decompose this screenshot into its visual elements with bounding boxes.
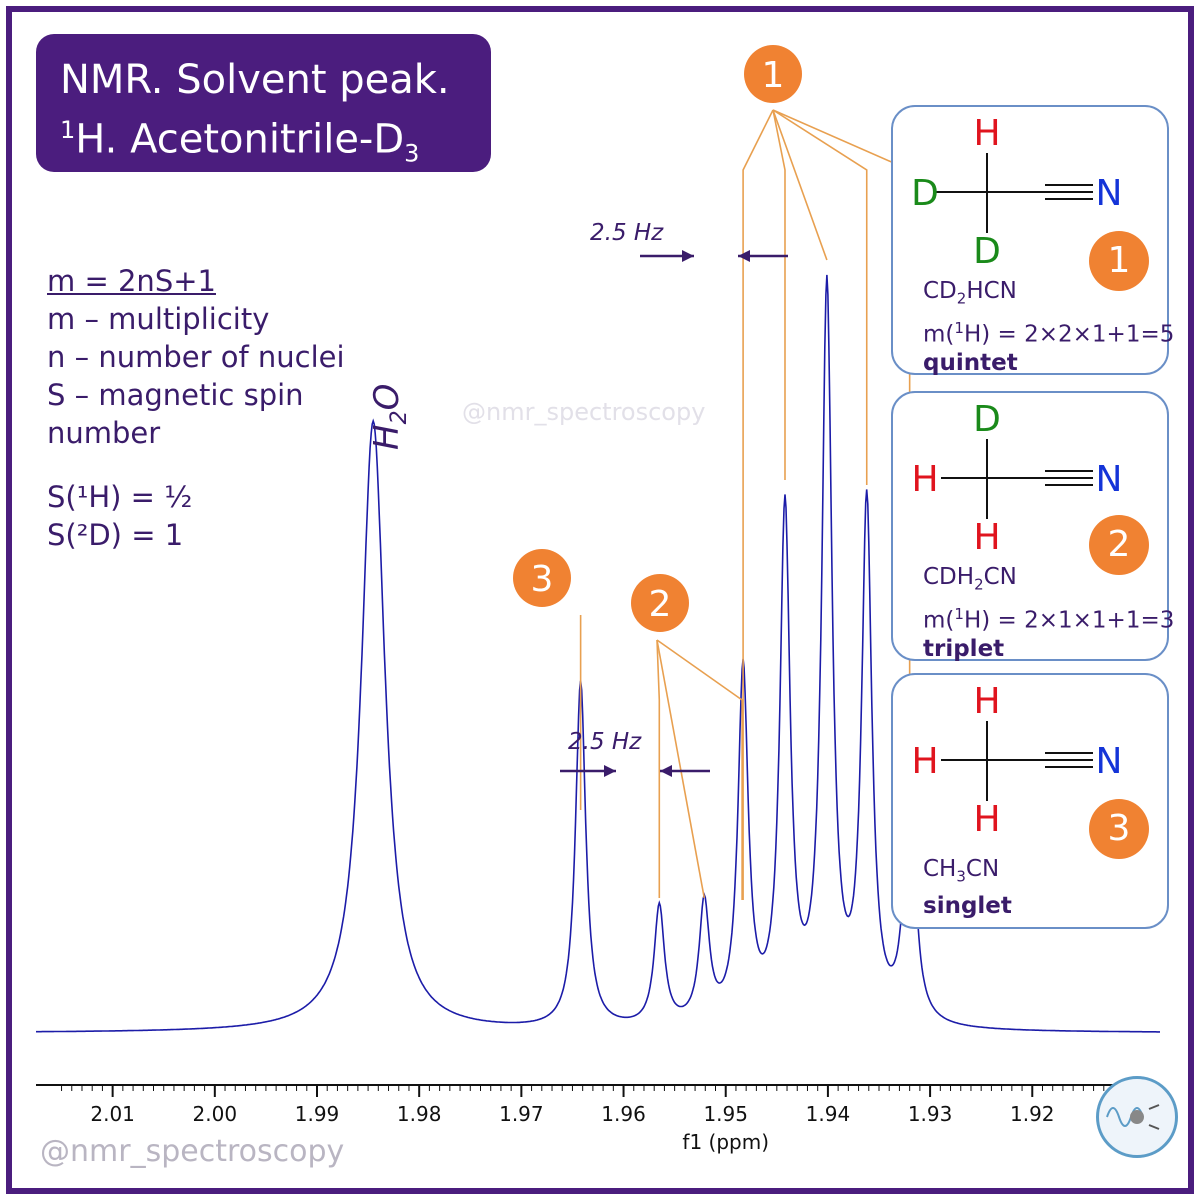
title-line-1: NMR. Solvent peak. [60,57,450,103]
atom-bottom: H [973,799,1000,840]
peak-badge-circle [744,45,802,103]
card-2-formula: CDH2CN [923,564,1017,594]
x-tick-label: 1.96 [601,1102,646,1126]
atom-bottom: D [973,231,1001,272]
card-3-formula: CH3CN [923,856,1000,886]
multiplicity-formula: m = 2nS+1 m – multiplicity n – number of… [47,262,345,554]
outer-frame [6,6,1194,1194]
h2o-label-o: O [367,384,407,411]
h2o-label: H2O [367,384,412,450]
atom-left: H [911,741,938,782]
nmr-logo-icon [1096,1076,1178,1158]
coupling-arrow-head [738,250,750,262]
x-tick-label: 2.01 [90,1102,135,1126]
card-badge-3: 3 [1089,799,1149,859]
card-3-mult-name: singlet [923,892,1012,919]
formula-equation: m = 2nS+1 [47,264,216,298]
title-main: H. Acetonitrile-D [75,116,405,163]
center-watermark: @nmr_spectroscopy [462,398,706,426]
author-watermark: @nmr_spectroscopy [40,1134,345,1169]
x-axis-label: f1 (ppm) [682,1130,769,1154]
card-badge-2: 2 [1089,515,1149,575]
structure-card-1: H D D N 1 CD2HCN m(1H) = 2×2×1+1=5 quint… [891,105,1174,376]
quintet-guide [742,109,774,900]
atom-top: D [973,399,1001,440]
guide-line [772,109,828,261]
formula-n-definition: n – number of nuclei [47,340,345,374]
peak-badge-label: 1 [762,55,785,96]
formula-s-definition-cont: number [47,416,161,450]
atom-right: N [1096,173,1123,214]
peak-badge-label: 3 [531,559,554,600]
x-tick-label: 1.99 [295,1102,340,1126]
formula-s-definition: S – magnetic spin [47,378,304,412]
title-line-2: 1H. Acetonitrile-D3 [60,106,419,177]
atom-right: N [1096,459,1123,500]
spectrum-trace [36,274,1160,1033]
guide-line [656,639,706,899]
atom-top: H [973,113,1000,154]
triplet-guide [656,639,743,900]
atom-bottom: H [973,517,1000,558]
x-tick-label: 2.00 [193,1102,238,1126]
coupling-arrow-head [682,250,694,262]
h2o-label-h: H [367,424,407,450]
atom-left: D [911,173,939,214]
molecule-cd2hcn: H D D N [911,113,1123,272]
structure-card-2: D H H N 2 CDH2CN m(1H) = 2×1×1+1=3 tripl… [891,391,1174,662]
card-badge-1: 1 [1089,231,1149,291]
quintet-guide [772,109,786,480]
card-2-mult-name: triplet [923,636,1005,663]
peak-badge-circle [513,549,571,607]
title-sup: 1 [60,116,76,144]
atom-left: H [911,459,938,500]
card-1-multiplicity: m(1H) = 2×2×1+1=5 [923,318,1175,348]
molecule-cdh2cn: D H H N [911,399,1123,558]
h2o-label-sub: 2 [387,410,412,424]
peak-badge-label: 2 [649,584,672,625]
atom-top: H [973,681,1000,722]
card-2-multiplicity: m(1H) = 2×1×1+1=3 [923,604,1175,634]
title-sub: 3 [404,139,420,168]
molecule-ch3cn: H H H N [911,681,1123,840]
title-box: NMR. Solvent peak. 1H. Acetonitrile-D3 [36,34,491,172]
structure-card-3: H H H N 3 CH3CN singlet [891,673,1169,929]
coupling-arrow-head [604,765,616,777]
peak-badge-circle [631,574,689,632]
quintet-guide [772,109,911,748]
spin-deuterium: S(²D) = 1 [47,518,184,552]
card-1-text: CD2HCN m(1H) = 2×2×1+1=5 quintet [923,277,1174,378]
card-1-formula: CD2HCN [923,278,1017,308]
card-1-mult-name: quintet [923,350,1018,377]
x-tick-label: 1.98 [397,1102,442,1126]
quintet-guide [772,109,868,485]
atom-right: N [1096,741,1123,782]
x-tick-label: 1.95 [703,1102,748,1126]
x-tick-label: 1.93 [908,1102,953,1126]
triplet-guide [656,639,661,898]
card-2-text: CDH2CN m(1H) = 2×1×1+1=3 triplet [923,563,1174,664]
x-tick-label: 1.92 [1010,1102,1055,1126]
formula-m-definition: m – multiplicity [47,302,270,336]
x-tick-label: 1.94 [806,1102,851,1126]
coupling-label-1: 2.5 Hz [590,220,664,246]
coupling-arrow-head [660,765,672,777]
spin-hydrogen: S(¹H) = ½ [47,480,193,514]
x-tick-label: 1.97 [499,1102,544,1126]
card-3-text: CH3CN singlet [923,855,1012,921]
coupling-label-2: 2.5 Hz [568,729,642,755]
